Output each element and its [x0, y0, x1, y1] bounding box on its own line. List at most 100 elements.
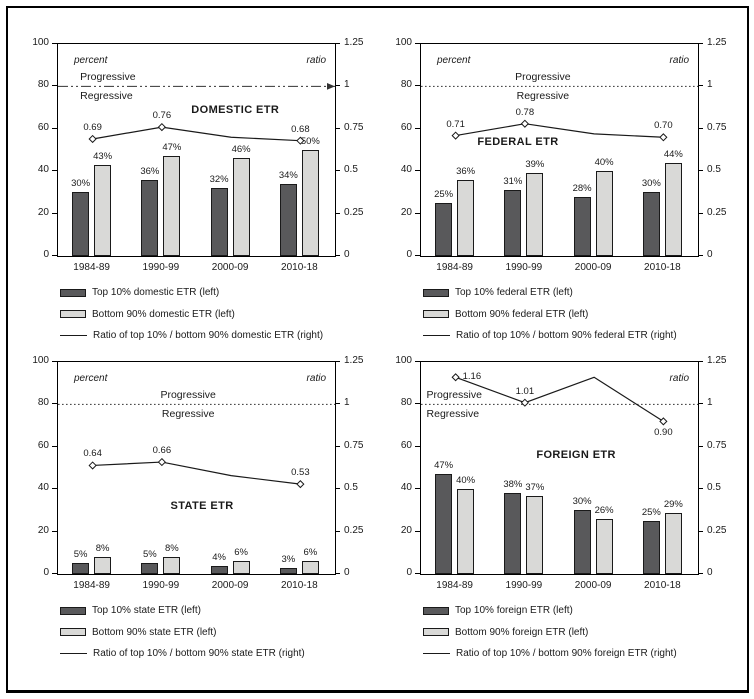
y-axis-right-tick-label: 1.25	[707, 37, 727, 48]
y-axis-left-tickmark	[415, 85, 420, 87]
ratio-diamond-marker	[451, 131, 460, 140]
y-axis-right-tick-label: 1	[707, 79, 713, 91]
y-axis-right-tickmark	[335, 43, 340, 44]
ratio-line	[455, 376, 664, 422]
ratio-line-chart	[58, 83, 335, 145]
ratio-axis-unit-label: ratio	[306, 373, 326, 384]
category-label: 1984-89	[73, 580, 110, 591]
bar-value-label: 50%	[300, 136, 320, 147]
y-axis-right-tickmark	[335, 403, 340, 405]
y-axis-left-tick-label: 0	[406, 567, 412, 578]
legend-item: Ratio of top 10% / bottom 90% foreign ET…	[423, 647, 677, 660]
legend-label: Ratio of top 10% / bottom 90% state ETR …	[93, 648, 305, 659]
legend-swatch-line	[423, 653, 450, 654]
y-axis-right-tickmark	[335, 127, 340, 129]
bar-value-label: 4%	[212, 551, 226, 563]
y-axis-right-tick-label: 1.25	[344, 355, 364, 366]
ratio-line	[92, 461, 301, 485]
regressive-label: Regressive	[161, 408, 215, 421]
y-axis-right-tick-label: 0.25	[344, 206, 364, 218]
bar-value-label: 6%	[303, 547, 318, 559]
ratio-value-label: 0.64	[83, 448, 102, 460]
y-axis-right-tick-label: 0.25	[707, 524, 727, 536]
category-label: 1984-89	[73, 262, 110, 273]
bar-value-label: 3%	[281, 553, 296, 565]
ratio-value-label: 0.53	[291, 467, 310, 479]
legend-swatch-bottom90	[423, 628, 449, 636]
y-axis-left-tickmark	[415, 361, 420, 362]
legend-swatch-bottom90	[423, 310, 449, 318]
y-axis-right-tick-label: 1.25	[344, 37, 364, 48]
bar-value-label: 47%	[162, 142, 182, 154]
y-axis-left-tickmark	[415, 43, 420, 44]
bar-bottom90	[595, 171, 613, 256]
legend-swatch-top10	[423, 606, 449, 615]
y-axis-left-tick-label: 20	[400, 206, 412, 218]
legend-item: Ratio of top 10% / bottom 90% federal ET…	[423, 329, 677, 342]
bar-value-label: 25%	[641, 507, 661, 518]
bar-bottom90	[94, 164, 112, 256]
ratio-axis-unit-label: ratio	[306, 55, 326, 66]
plot-area: percent ratio 30% 36% 32% 34% 43% 47% 46% 50% 0.69…	[57, 43, 336, 257]
bar-value-label: 47%	[434, 460, 454, 472]
legend-item: Ratio of top 10% / bottom 90% state ETR …	[60, 647, 305, 660]
bar-value-label: 40%	[456, 475, 476, 487]
y-axis-left-tickmark	[415, 212, 420, 214]
regressive-label: Regressive	[80, 90, 133, 103]
y-axis-left-tickmark	[52, 212, 57, 214]
y-axis-left-tickmark	[415, 445, 420, 447]
y-axis-right-tickmark	[698, 530, 703, 532]
ratio-diamond-marker	[520, 119, 529, 128]
legend: Top 10% foreign ETR (left) Bottom 90% for…	[423, 604, 677, 669]
ratio-value-label: 0.70	[654, 120, 673, 132]
y-axis-right-tick-label: 0.75	[707, 439, 727, 451]
category-label: 2000-09	[211, 580, 249, 591]
y-axis-right-tickmark	[335, 85, 340, 87]
category-label: 1990-99	[505, 580, 543, 591]
legend-item: Top 10% foreign ETR (left)	[423, 604, 677, 617]
legend-item: Bottom 90% foreign ETR (left)	[423, 626, 677, 639]
bar-value-label: 25%	[434, 189, 454, 200]
legend-swatch-bottom90	[60, 310, 86, 318]
category-label: 1990-99	[142, 580, 180, 591]
bar-value-label: 38%	[503, 479, 523, 491]
y-axis-right-tick-label: 1	[344, 79, 350, 91]
bar-bottom90	[232, 158, 250, 256]
ratio-diamond-marker	[88, 461, 97, 470]
legend-swatch-line	[423, 335, 450, 336]
bar-value-label: 28%	[572, 182, 592, 194]
y-axis-left-tick-label: 100	[32, 355, 49, 366]
y-axis-right-tick-label: 0.75	[344, 121, 364, 133]
ratio-diamond-marker	[296, 480, 305, 489]
y-axis-right-tickmark	[698, 255, 703, 256]
y-axis-right-tickmark	[698, 212, 703, 214]
bar-value-label: 8%	[165, 543, 179, 555]
y-axis-left-tickmark	[52, 445, 57, 447]
bar-value-label: 44%	[663, 148, 683, 160]
bar-value-label: 36%	[456, 165, 476, 177]
category-label: 2010-18	[281, 262, 318, 273]
y-axis-left-tickmark	[52, 488, 57, 490]
y-axis-left-tick-label: 0	[406, 249, 412, 260]
bar-value-label: 30%	[572, 496, 592, 508]
legend-label: Top 10% federal ETR (left)	[455, 287, 573, 298]
panel-title: DOMESTIC ETR	[191, 103, 280, 116]
legend-item: Top 10% domestic ETR (left)	[60, 286, 323, 299]
ratio-value-label: 1.16	[462, 371, 482, 383]
y-axis-left-tick-label: 0	[43, 249, 49, 260]
category-label: 1990-99	[505, 262, 543, 273]
category-label: 2010-18	[644, 580, 681, 591]
bar-value-label: 5%	[143, 549, 157, 561]
progressive-label: Progressive	[160, 389, 216, 402]
percent-axis-unit-label: percent	[437, 55, 471, 66]
y-axis-right-tickmark	[335, 488, 340, 490]
plot-area: percent ratio 5% 5% 4% 3% 8% 8% 6% 6% 0.64 0.66 0.53…	[57, 361, 336, 575]
y-axis-left-tickmark	[415, 403, 420, 405]
y-axis-left-tick-label: 80	[400, 79, 412, 91]
panel-title: STATE ETR	[170, 500, 234, 513]
bar-bottom90	[163, 557, 181, 574]
y-axis-left-tickmark	[52, 361, 57, 362]
bar-bottom90	[457, 179, 475, 256]
y-axis-left-tickmark	[415, 488, 420, 490]
y-axis-left-tick-label: 20	[37, 524, 49, 536]
